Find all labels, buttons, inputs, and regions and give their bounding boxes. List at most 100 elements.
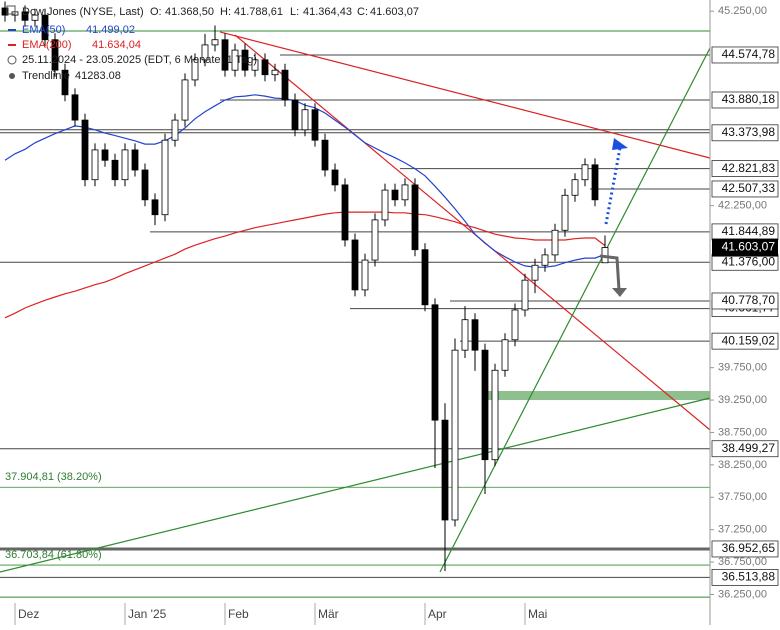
- candle-body: [21, 11, 29, 21]
- candle-body: [291, 99, 299, 131]
- legend-value: 41283.08: [75, 70, 121, 82]
- ohlc-key: C:: [357, 6, 368, 18]
- icon: [7, 55, 17, 65]
- y-tick-label: 37.750,00: [718, 491, 767, 503]
- candle-body: [91, 149, 99, 181]
- candle-body: [111, 159, 119, 181]
- candle-body: [321, 139, 329, 171]
- ohlc-key: O:: [150, 6, 162, 18]
- trendline: [0, 397, 711, 573]
- level-label: 42.821,83: [722, 161, 776, 175]
- candle-body: [461, 319, 469, 351]
- candle-body: [181, 79, 189, 121]
- candle-body: [411, 184, 419, 251]
- candle-body: [261, 59, 269, 76]
- candle-body: [161, 139, 169, 216]
- candle-body: [1, 7, 9, 16]
- icon: [6, 5, 16, 15]
- candle-body: [451, 349, 459, 521]
- arrow-down: [599, 254, 621, 291]
- fib-label: 37.904,81 (38.20%): [5, 471, 102, 483]
- candle-body: [441, 419, 449, 521]
- legend: Dow Jones (NYSE, Last) O: 41.368,50 H: 4…: [6, 5, 419, 82]
- candle-body: [171, 119, 179, 141]
- trendline: [234, 34, 711, 431]
- candle-body: [581, 164, 589, 181]
- x-tick-label: Apr: [428, 607, 447, 621]
- chart-title: Dow Jones (NYSE, Last): [22, 6, 144, 18]
- candle-body: [221, 39, 229, 71]
- ohlc-value: 41.368,50: [165, 6, 214, 18]
- level-label-box: [711, 332, 779, 350]
- candle-body: [571, 179, 579, 196]
- candle-body: [541, 254, 549, 266]
- ohlc-key: H:: [220, 6, 231, 18]
- level-label: 40.159,02: [722, 333, 776, 347]
- candle-body: [331, 169, 339, 186]
- candle-body: [251, 59, 259, 71]
- level-label-box: [711, 568, 779, 586]
- candle-body: [151, 199, 159, 216]
- ohlc-value: 41.364,43: [303, 6, 352, 18]
- x-tick-label: Feb: [228, 607, 249, 621]
- candle-body: [41, 14, 49, 41]
- legend-value: 41.499,02: [86, 24, 135, 36]
- arrow-head: [612, 138, 628, 150]
- candle-body: [361, 259, 369, 291]
- candle-body: [51, 39, 59, 71]
- candle-body: [341, 184, 349, 241]
- level-label-box: [711, 124, 779, 142]
- candle-body: [61, 69, 69, 96]
- y-tick-label: 45.250,00: [718, 5, 767, 17]
- support-zone: [488, 390, 710, 401]
- y-tick-label: 39.250,00: [718, 394, 767, 406]
- y-tick-label: 42.250,00: [718, 200, 767, 212]
- level-label: 38.499,27: [722, 441, 776, 455]
- legend-value: 41.634,04: [92, 39, 141, 51]
- plot-area: 37.904,81 (38.20%) 36.703,84 (61.80%) 45.2…: [0, 1, 767, 600]
- x-tick-label: Dez: [18, 607, 39, 621]
- candle-body: [71, 94, 79, 121]
- candle-body: [471, 319, 479, 351]
- candle-body: [481, 349, 489, 461]
- level-label-box: [711, 540, 779, 558]
- y-tick-label: 38.250,00: [718, 459, 767, 471]
- y-tick-label: 39.750,00: [718, 362, 767, 374]
- level-label-box: [711, 91, 779, 109]
- level-label-box: [711, 160, 779, 177]
- candle-body: [551, 229, 559, 256]
- candle-body: [231, 49, 239, 71]
- legend-label: Trendlinie: [22, 70, 70, 82]
- candle-body: [491, 369, 499, 461]
- icon: [9, 73, 15, 79]
- fib-label: 36.703,84 (61.80%): [5, 549, 102, 561]
- level-label-box: [711, 46, 779, 64]
- level-label: 36.513,88: [722, 570, 776, 584]
- trendline: [219, 31, 711, 159]
- y-tick-label: 36.250,00: [718, 588, 767, 600]
- candle-body: [521, 279, 529, 311]
- axis-labels: 44.574,78 43.880,18 43.373,98 42.821,83 42.5…: [14, 46, 779, 625]
- candle-body: [381, 189, 389, 221]
- candle-body: [241, 49, 249, 71]
- x-tick-label: Mai: [528, 607, 547, 621]
- level-label-box: [711, 440, 779, 458]
- candle-body: [351, 239, 359, 291]
- level-label: 44.574,78: [722, 47, 776, 61]
- candle-body: [591, 164, 599, 201]
- candle-body: [401, 184, 409, 201]
- candle-body: [281, 69, 289, 101]
- ohlc-key: L:: [290, 6, 299, 18]
- level-label: 43.373,98: [722, 125, 776, 139]
- y-tick-label: 36.750,00: [718, 556, 767, 568]
- subtitle: 25.11.2024 - 23.05.2025 (EDT, 6 Monate, …: [22, 54, 257, 66]
- candle-body: [531, 264, 539, 281]
- candle-body: [201, 44, 209, 61]
- ohlc-value: 41.603,07: [370, 6, 419, 18]
- price-label: 41.603,07: [722, 240, 776, 254]
- legend-label: EMA(200): [22, 39, 72, 51]
- candle-body: [271, 69, 279, 76]
- candle-body: [191, 59, 199, 81]
